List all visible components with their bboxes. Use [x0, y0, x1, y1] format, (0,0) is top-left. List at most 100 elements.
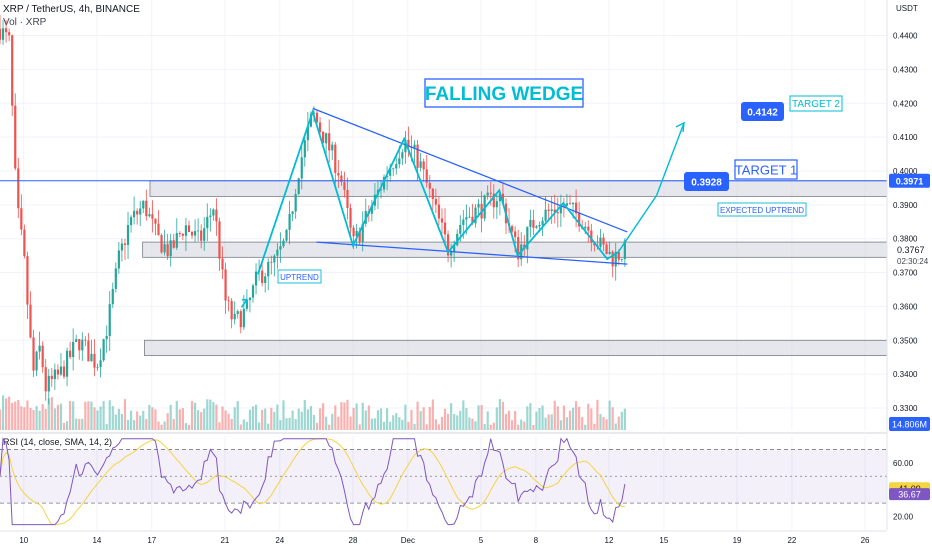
- volume-bar: [11, 402, 14, 430]
- volume-bar: [431, 399, 434, 430]
- candle-body: [175, 233, 178, 248]
- volume-bar: [175, 400, 178, 430]
- volume-bar: [392, 415, 395, 430]
- volume-bar: [334, 405, 337, 430]
- volume-bar: [117, 408, 120, 430]
- candle-body: [602, 237, 605, 245]
- candle-body: [578, 213, 581, 227]
- volume-bar: [1, 395, 5, 430]
- volume-bar: [75, 418, 78, 430]
- volume-bar: [139, 415, 142, 430]
- volume-bar: [395, 413, 398, 430]
- candle-body: [75, 339, 78, 342]
- volume-bar: [480, 405, 483, 430]
- candle-body: [526, 226, 529, 250]
- volume-bar: [504, 414, 508, 430]
- candle-body: [84, 339, 87, 341]
- volume-bar: [126, 419, 130, 430]
- candle-body: [404, 139, 407, 153]
- candle-body: [239, 311, 242, 328]
- volume-bar: [331, 413, 334, 430]
- candle-body: [288, 213, 291, 230]
- candle-body: [221, 258, 224, 270]
- candle-body: [81, 339, 84, 351]
- drawings[interactable]: [0, 107, 887, 308]
- candle-body: [178, 233, 181, 234]
- uptrend-box: [277, 269, 322, 284]
- title-box: [424, 78, 584, 108]
- rsi-value-badge: [889, 488, 930, 501]
- volume-bar: [446, 413, 450, 430]
- volume-bar: [227, 413, 230, 430]
- price-tick: 0.4200: [893, 99, 918, 108]
- volume-bar: [578, 406, 581, 430]
- time-tick: 26: [861, 536, 870, 545]
- candle-body: [62, 366, 66, 377]
- candle-body: [453, 245, 456, 253]
- wave-path: [257, 108, 619, 275]
- candle-body: [218, 221, 221, 259]
- volume-bar: [608, 400, 611, 430]
- candle-body: [270, 261, 273, 263]
- candle-body: [193, 231, 197, 236]
- volume-bar: [602, 416, 605, 430]
- volume-bar: [62, 422, 66, 430]
- volume-bar: [535, 411, 538, 430]
- uptrend-arrowhead-icon: [241, 298, 248, 305]
- candle-body: [349, 207, 352, 228]
- candle-body: [318, 122, 322, 132]
- candle-body: [568, 203, 572, 205]
- candle-body: [325, 133, 328, 144]
- candle-body: [0, 28, 2, 40]
- volume-bar: [245, 421, 248, 430]
- volume-bar: [65, 421, 69, 430]
- currency-label: USDT: [896, 4, 918, 13]
- volume-bar: [349, 416, 352, 430]
- candle-body: [273, 255, 276, 263]
- expected-box: [717, 202, 807, 217]
- volume-bar: [495, 407, 498, 430]
- zone-lower: [144, 339, 888, 356]
- candle-body: [352, 227, 355, 237]
- candle-body: [361, 223, 364, 242]
- target1-price: 0.3928: [691, 178, 722, 189]
- candle-body: [346, 189, 349, 208]
- volume-bar: [510, 420, 514, 430]
- volume-bar: [553, 400, 556, 430]
- candle-body: [267, 261, 270, 277]
- candle-body: [8, 32, 11, 36]
- volume-bar: [136, 411, 139, 430]
- volume-bar: [468, 417, 471, 430]
- candle-body: [556, 212, 559, 214]
- candle-body: [163, 244, 166, 253]
- price-tick: 0.3700: [893, 269, 918, 278]
- volume-bar: [181, 408, 184, 430]
- candle-body: [599, 237, 602, 247]
- price-tick: 0.3500: [893, 336, 918, 345]
- candle-body: [236, 311, 239, 314]
- candle-body: [443, 222, 447, 235]
- candle-body: [382, 176, 386, 190]
- candle-body: [35, 351, 38, 371]
- candle-body: [206, 216, 209, 229]
- volume-bar: [129, 410, 133, 430]
- price-tick: 0.3400: [893, 370, 918, 379]
- volume-bar: [193, 402, 197, 430]
- candle-body: [337, 173, 340, 176]
- labels[interactable]: FALLING WEDGE TARGET 2 0.4142 TARGET 1 0.392…: [277, 78, 843, 284]
- candle-body: [541, 220, 544, 225]
- volume-bar: [160, 424, 163, 430]
- wedge-lower-line: [316, 241, 628, 265]
- target2-price-badge: [741, 102, 784, 121]
- volume-bar: [248, 409, 252, 430]
- uptrend-label: UPTREND: [280, 273, 319, 282]
- volume-bar: [297, 408, 300, 430]
- volume-bar: [556, 406, 559, 430]
- volume-bar: [163, 421, 166, 430]
- volume-bar: [453, 414, 456, 430]
- volume-bar: [209, 399, 212, 430]
- candle-body: [553, 209, 556, 213]
- candle-body: [166, 244, 169, 257]
- volume-bar: [224, 410, 227, 430]
